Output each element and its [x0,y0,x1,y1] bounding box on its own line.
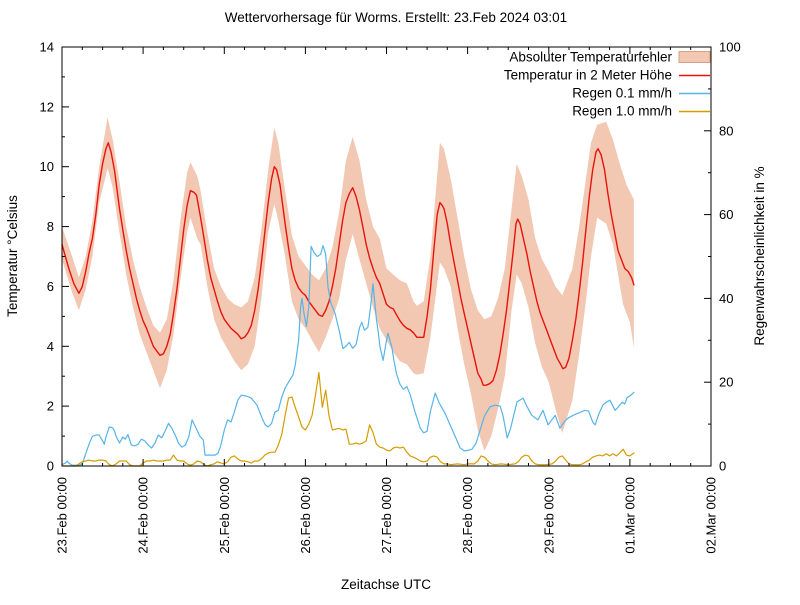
legend-entry-rain-10: Regen 1.0 mm/h [572,104,710,119]
y-right-tick-label: 100 [719,40,741,55]
x-tick-label: 01.Mar 00:00 [622,477,637,554]
y-left-tick-label: 0 [47,459,54,474]
left-axis-title: Temperatur °Celsius [5,195,20,317]
legend-swatch-band [678,51,711,63]
x-tick-label: 26.Feb 00:00 [298,477,313,554]
x-tick-label: 02.Mar 00:00 [704,477,719,554]
y-right-tick-label: 0 [719,459,726,474]
plot-area: 23.Feb 00:00 24.Feb 00:00 25.Feb 00:00 26.F… [40,40,741,554]
y-right-tick-label: 80 [719,123,733,138]
right-axis-title: Regenwahrscheinlichkeit in % [752,166,767,345]
series-line-1 [61,245,635,466]
x-tick-label: 28.Feb 00:00 [460,477,475,554]
legend-entry-temperature: Temperatur in 2 Meter Höhe [504,68,710,83]
x-tick-label: 29.Feb 00:00 [541,477,556,554]
y-left-tick-label: 4 [47,339,54,354]
legend-label-temperature: Temperatur in 2 Meter Höhe [504,68,672,83]
legend-label-temperature-error: Absoluter Temperaturfehler [509,50,672,65]
y-left-tick-label: 14 [40,40,54,55]
series-band-temperature-error [62,117,634,452]
legend-label-rain-10: Regen 1.0 mm/h [572,104,672,119]
x-tick-label: 25.Feb 00:00 [217,477,232,554]
series-line-0 [61,142,635,386]
y-left-tick-label: 12 [40,99,54,114]
y-left-tick-label: 8 [47,219,54,234]
y-left-tick-label: 2 [47,399,54,414]
legend-entry-temperature-error: Absoluter Temperaturfehler [509,50,711,65]
y-right-tick-label: 40 [719,291,733,306]
x-tick-label: 27.Feb 00:00 [379,477,394,554]
legend: Absoluter Temperaturfehler Temperatur in… [504,50,711,119]
x-axis-title: Zeitachse UTC [341,577,431,592]
x-tick-label: 23.Feb 00:00 [55,477,70,554]
y-right-tick-label: 20 [719,375,733,390]
x-tick-label: 24.Feb 00:00 [136,477,151,554]
plot-border [61,46,712,467]
legend-label-rain-01: Regen 0.1 mm/h [572,86,672,101]
y-right-tick-label: 60 [719,207,733,222]
y-left-tick-label: 6 [47,279,54,294]
legend-entry-rain-01: Regen 0.1 mm/h [572,86,710,101]
y-left-tick-label: 10 [40,159,54,174]
chart-title: Wettervorhersage für Worms. Erstellt: 23… [225,10,567,25]
series-line-2 [61,372,635,467]
